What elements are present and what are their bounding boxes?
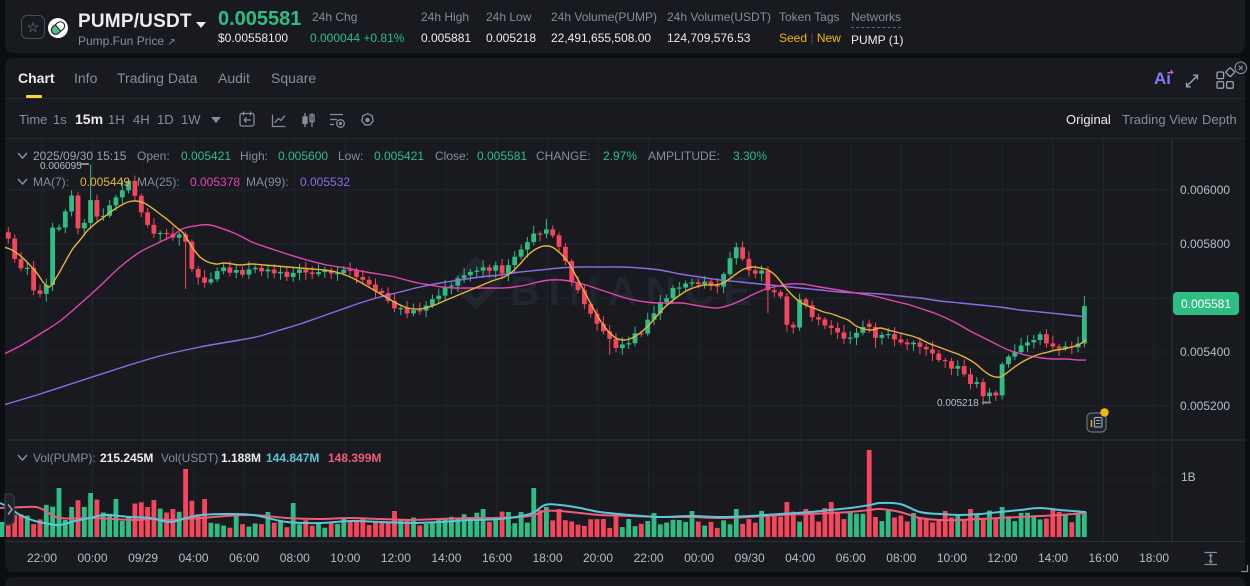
- svg-text:0.005378: 0.005378: [190, 175, 240, 189]
- svg-text:0.006000: 0.006000: [1180, 183, 1230, 197]
- svg-text:16:00: 16:00: [482, 551, 512, 565]
- svg-text:06:00: 06:00: [229, 551, 259, 565]
- svg-text:Vol(PUMP):: Vol(PUMP):: [33, 451, 96, 465]
- svg-text:3.30%: 3.30%: [733, 149, 767, 163]
- svg-text:2025/09/30 15:15: 2025/09/30 15:15: [33, 149, 127, 163]
- svg-text:0.005421: 0.005421: [181, 149, 231, 163]
- svg-text:0.005600: 0.005600: [278, 149, 328, 163]
- svg-text:08:00: 08:00: [886, 551, 916, 565]
- svg-text:Ai: Ai: [1154, 69, 1171, 88]
- svg-text:14:00: 14:00: [1038, 551, 1068, 565]
- svg-text:0.005421: 0.005421: [374, 149, 424, 163]
- svg-text:00:00: 00:00: [77, 551, 107, 565]
- svg-text:Low:: Low:: [338, 149, 363, 163]
- svg-text:2.97%: 2.97%: [603, 149, 637, 163]
- svg-text:0.005200: 0.005200: [1180, 399, 1230, 413]
- svg-text:08:00: 08:00: [280, 551, 310, 565]
- svg-text:06:00: 06:00: [836, 551, 866, 565]
- svg-text:14:00: 14:00: [431, 551, 461, 565]
- svg-text:0.005581: 0.005581: [1181, 297, 1231, 311]
- svg-text:10:00: 10:00: [330, 551, 360, 565]
- svg-text:MA(25):: MA(25):: [137, 175, 180, 189]
- svg-text:Vol(USDT): Vol(USDT): [161, 451, 218, 465]
- svg-text:MA(7):: MA(7):: [33, 175, 69, 189]
- svg-text:12:00: 12:00: [381, 551, 411, 565]
- svg-text:16:00: 16:00: [1088, 551, 1118, 565]
- svg-text:0.005400: 0.005400: [1180, 345, 1230, 359]
- svg-text:0.006095: 0.006095: [40, 161, 82, 172]
- svg-text:09/29: 09/29: [128, 551, 158, 565]
- svg-text:CHANGE:: CHANGE:: [536, 149, 591, 163]
- svg-text:High:: High:: [240, 149, 268, 163]
- svg-text:215.245M: 215.245M: [100, 451, 153, 465]
- svg-text:BINANCE: BINANCE: [510, 268, 760, 314]
- svg-text:0.005532: 0.005532: [300, 175, 350, 189]
- svg-text:0.005218: 0.005218: [937, 398, 979, 409]
- svg-text:22:00: 22:00: [27, 551, 57, 565]
- svg-text:1.188M: 1.188M: [221, 451, 261, 465]
- svg-text:00:00: 00:00: [684, 551, 714, 565]
- svg-text:144.847M: 144.847M: [266, 451, 319, 465]
- svg-text:0.005800: 0.005800: [1180, 237, 1230, 251]
- svg-text:148.399M: 148.399M: [328, 451, 381, 465]
- svg-text:0.005581: 0.005581: [477, 149, 527, 163]
- svg-text:09/30: 09/30: [735, 551, 765, 565]
- svg-text:12:00: 12:00: [987, 551, 1017, 565]
- svg-text:Open:: Open:: [137, 149, 170, 163]
- svg-text:MA(99):: MA(99):: [246, 175, 289, 189]
- svg-text:Close:: Close:: [435, 149, 469, 163]
- svg-text:0.005449: 0.005449: [80, 175, 130, 189]
- svg-text:22:00: 22:00: [634, 551, 664, 565]
- svg-text:10:00: 10:00: [937, 551, 967, 565]
- svg-text:AMPLITUDE:: AMPLITUDE:: [648, 149, 720, 163]
- svg-text:1B: 1B: [1181, 470, 1196, 484]
- svg-text:04:00: 04:00: [179, 551, 209, 565]
- svg-text:18:00: 18:00: [1139, 551, 1169, 565]
- svg-text:04:00: 04:00: [785, 551, 815, 565]
- svg-text:20:00: 20:00: [583, 551, 613, 565]
- svg-text:18:00: 18:00: [532, 551, 562, 565]
